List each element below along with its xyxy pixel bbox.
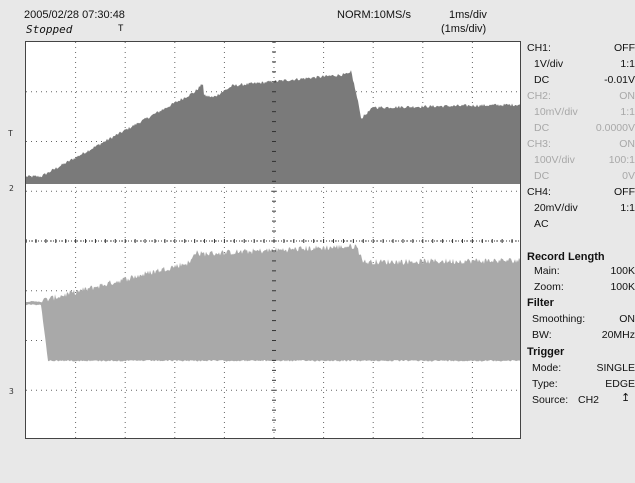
trigger-title: Trigger <box>527 346 565 358</box>
ch2-state: ON <box>619 90 635 102</box>
ch2-ground-marker: 2 <box>9 184 14 193</box>
ch2-scale: 10mV/div <box>534 106 578 118</box>
ch4-state: OFF <box>614 186 635 198</box>
ch3-name: CH3: <box>527 138 551 150</box>
ch4-scale: 20mV/div <box>534 202 578 214</box>
record-length-title: Record Length <box>527 251 605 263</box>
bw-label: BW: <box>532 329 552 341</box>
timebase: 1ms/div <box>449 9 487 21</box>
ch3-state: ON <box>619 138 635 150</box>
ch4-probe: 1:1 <box>620 202 635 214</box>
trigger-type-value: EDGE <box>605 378 635 390</box>
trigger-type-label: Type: <box>532 378 558 390</box>
acquisition-rate: NORM:10MS/s <box>337 9 411 21</box>
ch4-name: CH4: <box>527 186 551 198</box>
record-zoom-label: Zoom: <box>534 281 564 293</box>
record-main-label: Main: <box>534 265 560 277</box>
ch3-scale: 100V/div <box>534 154 575 166</box>
ch2-name: CH2: <box>527 90 551 102</box>
rising-edge-icon: ↥ <box>621 392 631 404</box>
trigger-source-label: Source: <box>532 394 569 406</box>
waveform-upper <box>26 70 520 184</box>
status-text: Stopped <box>26 23 73 36</box>
waveform-canvas <box>26 42 520 438</box>
smoothing-value: ON <box>619 313 635 325</box>
ch1-scale: 1V/div <box>534 58 564 70</box>
zoom-timebase: (1ms/div) <box>441 23 487 35</box>
record-zoom-value: 100K <box>610 281 635 293</box>
ch3-ground-marker: 3 <box>9 387 14 396</box>
ch2-probe: 1:1 <box>620 106 635 118</box>
trigger-mode-value: SINGLE <box>596 362 635 374</box>
ch3-offset: 0V <box>622 170 635 182</box>
ch4-coupling: AC <box>534 218 549 230</box>
ch1-probe: 1:1 <box>620 58 635 70</box>
waveform-lower <box>26 243 520 362</box>
trigger-position-marker: T <box>118 24 124 34</box>
ch1-offset: -0.01V <box>604 74 635 86</box>
waveform-display <box>25 41 521 439</box>
datetime: 2005/02/28 07:30:48 <box>24 9 125 21</box>
graticule-ticks <box>26 42 520 431</box>
smoothing-label: Smoothing: <box>532 313 586 325</box>
ch3-probe: 100:1 <box>608 154 635 166</box>
ch2-offset: 0.0000V <box>595 122 635 134</box>
trigger-level-marker: T <box>8 129 13 138</box>
ch1-coupling: DC <box>534 74 550 86</box>
ch1-state: OFF <box>614 42 635 54</box>
filter-title: Filter <box>527 297 554 309</box>
trigger-source-value: CH2 <box>578 394 600 406</box>
record-main-value: 100K <box>610 265 635 277</box>
ch1-name: CH1: <box>527 42 551 54</box>
bw-value: 20MHz <box>601 329 635 341</box>
trigger-mode-label: Mode: <box>532 362 562 374</box>
ch2-coupling: DC <box>534 122 550 134</box>
ch3-coupling: DC <box>534 170 550 182</box>
